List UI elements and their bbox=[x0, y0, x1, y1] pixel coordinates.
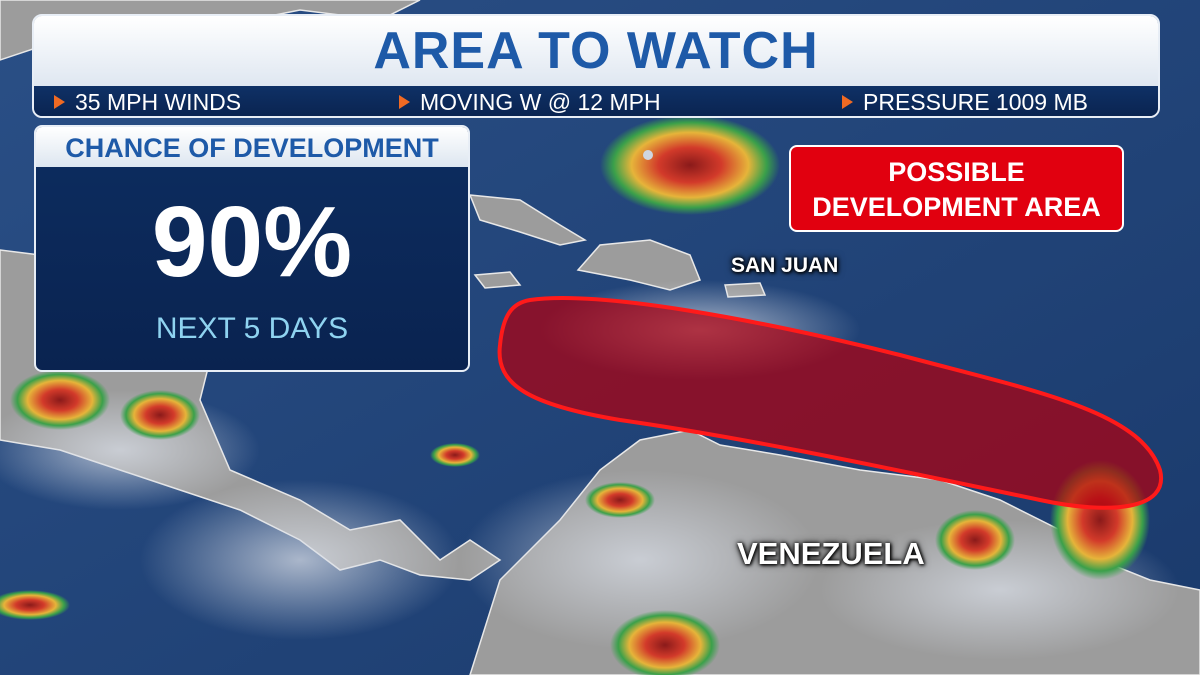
chance-period: NEXT 5 DAYS bbox=[155, 312, 349, 345]
chance-heading: CHANCE OF DEVELOPMENT bbox=[36, 127, 468, 167]
label-line-2: DEVELOPMENT AREA bbox=[812, 192, 1101, 222]
orange-triangle-bullet-icon bbox=[842, 95, 853, 109]
orange-triangle-bullet-icon bbox=[399, 95, 410, 109]
label-line-1: POSSIBLE bbox=[888, 157, 1025, 187]
place-label-venezuela: VENEZUELA bbox=[737, 536, 925, 571]
chance-value: 90% bbox=[151, 186, 353, 298]
orange-triangle-bullet-icon bbox=[54, 95, 65, 109]
land-cuba bbox=[468, 194, 588, 246]
land-jamaica bbox=[473, 271, 522, 289]
stat-label: PRESSURE 1009 MB bbox=[863, 89, 1088, 115]
land-hispaniola bbox=[576, 239, 701, 291]
stat-movement: MOVING W @ 12 MPH bbox=[399, 86, 661, 116]
place-label-san-juan: SAN JUAN bbox=[731, 254, 839, 277]
stat-pressure: PRESSURE 1009 MB bbox=[842, 86, 1088, 116]
radar-storm-cells bbox=[0, 115, 1150, 675]
stat-label: MOVING W @ 12 MPH bbox=[420, 89, 661, 115]
chance-of-development-panel: CHANCE OF DEVELOPMENT 90% NEXT 5 DAYS bbox=[34, 125, 470, 372]
development-area-zone bbox=[497, 296, 1164, 510]
stat-winds: 35 MPH WINDS bbox=[54, 86, 242, 116]
header-banner: AREA TO WATCH 35 MPH WINDS MOVING W @ 12… bbox=[32, 14, 1160, 118]
possible-development-area-label: POSSIBLE DEVELOPMENT AREA bbox=[789, 145, 1124, 232]
stats-bar: 35 MPH WINDS MOVING W @ 12 MPH PRESSURE … bbox=[34, 86, 1158, 116]
stat-label: 35 MPH WINDS bbox=[75, 89, 242, 115]
page-title: AREA TO WATCH bbox=[373, 22, 819, 80]
